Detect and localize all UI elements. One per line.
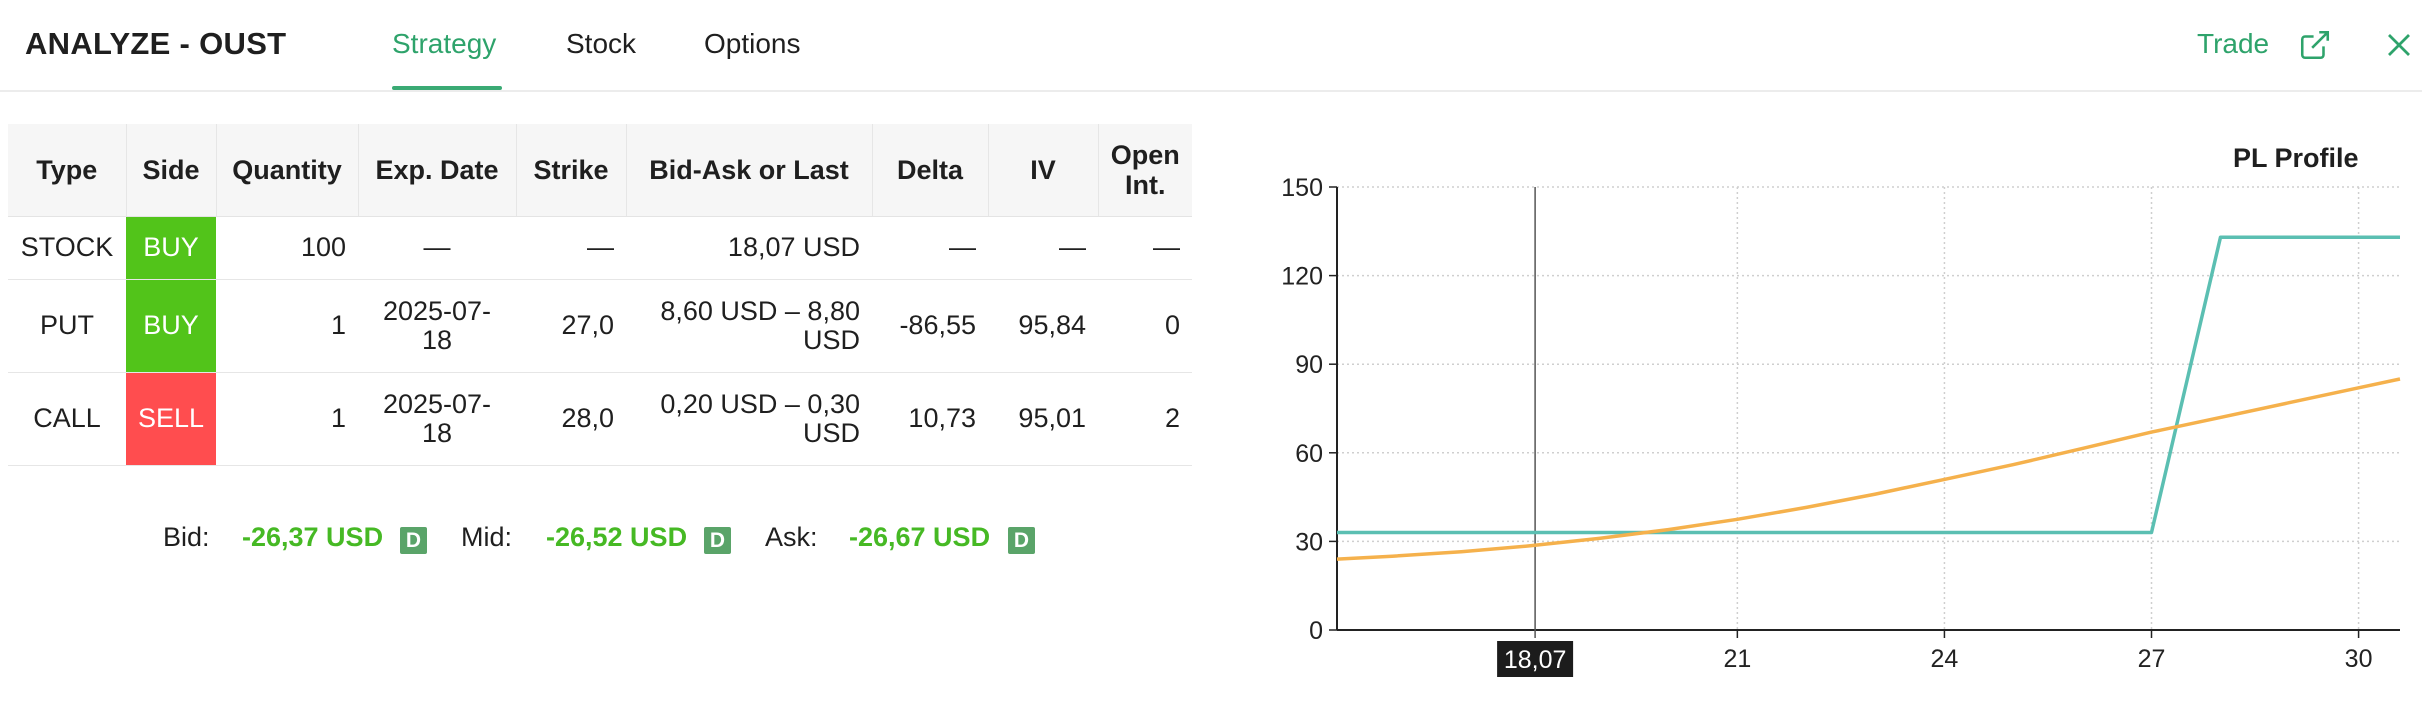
column-header-iv[interactable]: IV bbox=[988, 124, 1099, 217]
column-header-exp-date[interactable]: Exp. Date bbox=[358, 124, 517, 217]
cell-exp-date: — bbox=[358, 216, 516, 280]
side-badge-buy[interactable]: BUY bbox=[126, 279, 216, 373]
page-title: ANALYZE - OUST bbox=[25, 26, 287, 61]
cell-type: PUT bbox=[8, 279, 126, 373]
table-row: PUT BUY 1 2025-07-18 27,0 8,60 USD – 8,8… bbox=[8, 279, 1192, 373]
cell-type: CALL bbox=[8, 372, 126, 466]
close-icon[interactable] bbox=[2384, 30, 2414, 60]
cell-iv: 95,01 bbox=[988, 372, 1098, 466]
bid-label: Bid: bbox=[163, 522, 210, 552]
cell-quantity: 100 bbox=[216, 216, 358, 280]
cell-open-int: 0 bbox=[1098, 279, 1192, 373]
cell-iv: — bbox=[988, 216, 1098, 280]
tab-stock[interactable]: Stock bbox=[566, 28, 637, 59]
cell-iv: 95,84 bbox=[988, 279, 1098, 373]
cell-bid-ask: 8,60 USD – 8,80 USD bbox=[626, 279, 872, 373]
ask-value: -26,67 USD bbox=[849, 522, 991, 552]
cell-quantity: 1 bbox=[216, 279, 358, 373]
cell-bid-ask: 0,20 USD – 0,30 USD bbox=[626, 372, 872, 466]
cell-exp-date: 2025-07-18 bbox=[358, 372, 516, 466]
cell-open-int: 2 bbox=[1098, 372, 1192, 466]
y-tick-label: 150 bbox=[1281, 174, 1323, 202]
y-tick-label: 60 bbox=[1295, 440, 1323, 468]
current-price-badge bbox=[1497, 641, 1574, 677]
cell-open-int: — bbox=[1098, 216, 1192, 280]
cell-exp-date: 2025-07-18 bbox=[358, 279, 516, 373]
external-link-icon[interactable] bbox=[2298, 28, 2332, 62]
side-badge-sell[interactable]: SELL bbox=[126, 372, 216, 466]
column-header-bid-ask[interactable]: Bid-Ask or Last bbox=[626, 124, 873, 217]
cell-type: STOCK bbox=[8, 216, 126, 280]
ask-d-badge: D bbox=[1008, 527, 1035, 554]
pl-profile-chart: 0 30 60 90 120 150 21 24 27 30 18,07 bbox=[1281, 174, 2401, 677]
x-tick-label: 30 bbox=[2345, 645, 2373, 673]
column-header-strike[interactable]: Strike bbox=[516, 124, 627, 217]
cell-delta: — bbox=[872, 216, 988, 280]
x-tick-label: 24 bbox=[1931, 645, 1959, 673]
side-badge-buy[interactable]: BUY bbox=[126, 216, 216, 280]
bid-d-badge: D bbox=[400, 527, 427, 554]
column-header-quantity[interactable]: Quantity bbox=[216, 124, 359, 217]
column-header-type[interactable]: Type bbox=[8, 124, 127, 217]
table-header-row: Type Side Quantity Exp. Date Strike Bid-… bbox=[8, 124, 1192, 217]
cell-delta: 10,73 bbox=[872, 372, 988, 466]
table-row: STOCK BUY 100 — — 18,07 USD — — — bbox=[8, 216, 1192, 280]
cell-strike: — bbox=[516, 216, 626, 280]
cell-strike: 27,0 bbox=[516, 279, 626, 373]
bid-value: -26,37 USD bbox=[242, 522, 384, 552]
cell-delta: -86,55 bbox=[872, 279, 988, 373]
mid-value: -26,52 USD bbox=[546, 522, 688, 552]
column-header-open-int[interactable]: Open Int. bbox=[1098, 124, 1192, 217]
cell-bid-ask: 18,07 USD bbox=[626, 216, 872, 280]
tab-strategy[interactable]: Strategy bbox=[392, 28, 497, 59]
table-row: CALL SELL 1 2025-07-18 28,0 0,20 USD – 0… bbox=[8, 372, 1192, 466]
chart-title: PL Profile bbox=[2233, 143, 2359, 173]
strategy-table: Type Side Quantity Exp. Date Strike Bid-… bbox=[8, 124, 1192, 466]
x-tick-label: 27 bbox=[2138, 645, 2166, 673]
cell-quantity: 1 bbox=[216, 372, 358, 466]
pl-expiry-line bbox=[1337, 235, 2400, 535]
y-tick-label: 90 bbox=[1295, 351, 1323, 379]
cell-strike: 28,0 bbox=[516, 372, 626, 466]
x-tick-label: 21 bbox=[1723, 645, 1751, 673]
current-price-label: 18,07 bbox=[1504, 646, 1567, 674]
y-tick-label: 30 bbox=[1295, 528, 1323, 556]
y-tick-label: 0 bbox=[1309, 617, 1323, 645]
y-tick-label: 120 bbox=[1281, 263, 1323, 291]
mid-label: Mid: bbox=[461, 522, 513, 552]
column-header-delta[interactable]: Delta bbox=[872, 124, 989, 217]
ask-label: Ask: bbox=[765, 522, 818, 552]
header-bar: ANALYZE - OUST Strategy Stock Options Tr… bbox=[0, 0, 2422, 92]
trade-link[interactable]: Trade bbox=[2197, 28, 2270, 59]
tab-options[interactable]: Options bbox=[704, 28, 801, 59]
mid-d-badge: D bbox=[704, 527, 731, 554]
column-header-side[interactable]: Side bbox=[126, 124, 217, 217]
active-tab-indicator bbox=[392, 86, 502, 90]
pl-today-line bbox=[1336, 377, 2401, 561]
